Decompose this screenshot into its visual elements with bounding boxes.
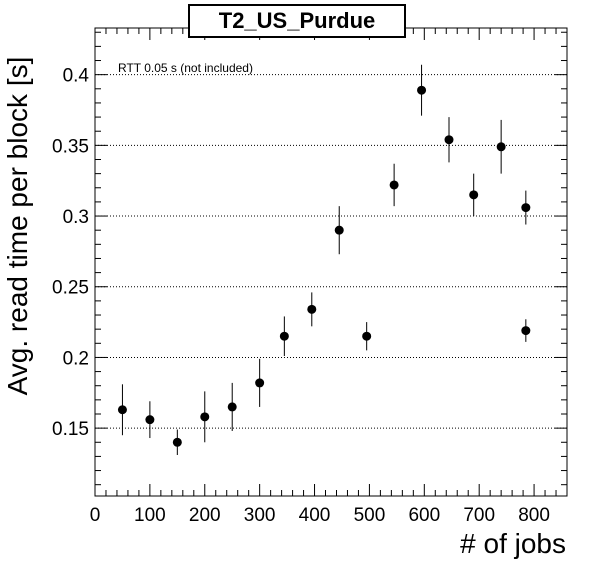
data-point xyxy=(227,402,237,412)
data-point xyxy=(469,190,479,200)
data-point xyxy=(521,326,531,336)
x-tick-label: 0 xyxy=(90,505,101,526)
y-tick-label: 0.35 xyxy=(52,136,89,157)
x-tick-label: 500 xyxy=(354,505,386,526)
y-tick-label: 0.4 xyxy=(63,66,90,87)
data-point xyxy=(496,142,506,152)
chart-title: T2_US_Purdue xyxy=(188,4,406,38)
x-tick-label: 300 xyxy=(244,505,276,526)
data-point xyxy=(521,203,531,213)
y-tick-label: 0.2 xyxy=(63,348,89,369)
data-point xyxy=(389,180,399,190)
data-point xyxy=(362,331,372,341)
x-tick-label: 100 xyxy=(134,505,166,526)
data-point xyxy=(200,412,210,422)
data-point xyxy=(334,225,344,235)
x-tick-label: 200 xyxy=(189,505,221,526)
chart-annotation: RTT 0.05 s (not included) xyxy=(118,61,253,75)
data-point xyxy=(417,85,427,95)
data-point xyxy=(255,378,265,388)
data-point xyxy=(307,304,317,314)
x-tick-label: 600 xyxy=(408,505,440,526)
axis-ticks xyxy=(94,28,568,496)
y-axis-label: Avg. read time per block [s] xyxy=(2,56,33,396)
data-point xyxy=(117,405,127,415)
y-tick-label: 0.3 xyxy=(63,207,89,228)
x-tick-label: 700 xyxy=(463,505,495,526)
y-tick-label: 0.15 xyxy=(52,419,89,440)
plot-frame xyxy=(94,27,568,497)
x-axis-label: # of jobs xyxy=(460,528,566,559)
data-point xyxy=(279,331,289,341)
y-tick-label: 0.25 xyxy=(52,278,89,299)
grid-lines xyxy=(95,74,567,429)
x-tick-label: 400 xyxy=(299,505,331,526)
data-point xyxy=(145,415,155,425)
tick-labels: 0 100 200 300 400 500 600 700 800 0.15 0.2 0.25 0.3 0… xyxy=(52,66,550,526)
data-point xyxy=(444,135,454,145)
data-point xyxy=(172,437,182,447)
x-tick-label: 800 xyxy=(518,505,550,526)
data-points xyxy=(117,64,531,455)
